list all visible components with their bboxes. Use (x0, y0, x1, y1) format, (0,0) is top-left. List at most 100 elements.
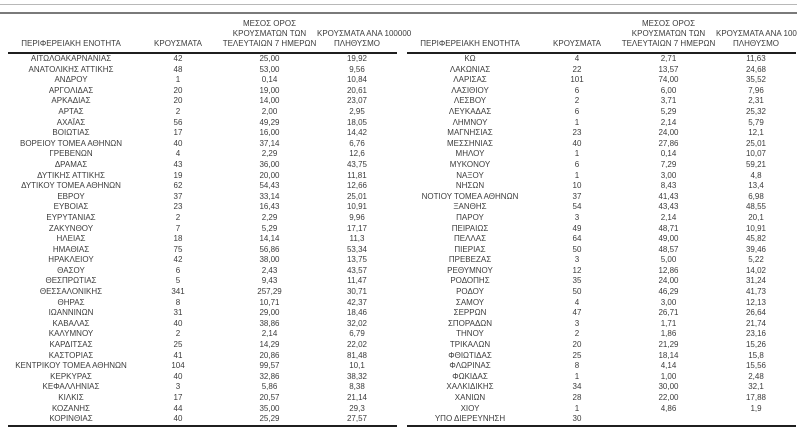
cases-cell: 23 (173, 202, 183, 212)
avg7-cell: 1,00 (660, 371, 677, 381)
avg7-cell: 49,29 (259, 117, 280, 127)
table-row: ΛΕΣΒΟΥ 2 3,71 2,31 (407, 96, 796, 107)
table-row: ΘΑΣΟΥ 6 2,43 43,57 (8, 266, 397, 277)
table-row: ΠΕΙΡΑΙΩΣ 49 48,71 10,91 (407, 224, 796, 235)
table-row: ΝΑΞΟΥ 1 3,00 4,8 (407, 171, 796, 182)
avg7-cell: 5,86 (261, 382, 278, 392)
avg7-cell: 3,71 (660, 96, 677, 106)
avg7-cell: 43,43 (658, 202, 679, 212)
avg7-cell: 2,43 (261, 265, 278, 275)
cases-cell: 35 (572, 276, 582, 286)
cases-cell: 50 (572, 287, 582, 297)
cases-cell: 20 (572, 340, 582, 350)
region-cell: ΠΙΕΡΙΑΣ (454, 244, 486, 254)
per100k-cell: 6,79 (349, 329, 365, 339)
per100k-cell: 13,75 (346, 255, 368, 265)
region-cell: ΛΗΜΝΟΥ (452, 117, 488, 127)
per100k-cell: 39,46 (745, 244, 767, 254)
cases-table-left: ΠΕΡΙΦΕΡΕΙΑΚΗ ΕΝΟΤΗΤΑ ΚΡΟΥΣΜΑΤΑ ΜΕΣΟΣ ΟΡΟΣ Κ… (8, 19, 411, 427)
per100k-cell: 5,79 (748, 117, 764, 127)
avg7-cell: 38,00 (259, 255, 280, 265)
region-cell: ΠΑΡΟΥ (456, 212, 484, 222)
region-cell: ΚΟΖΑΝΗΣ (51, 403, 91, 413)
table-row: ΓΡΕΒΕΝΩΝ 4 2,29 12,6 (8, 149, 397, 160)
cases-cell: 20 (173, 96, 183, 106)
column-header-line: ΜΕΣΟΣ ΟΡΟΣ (242, 19, 297, 28)
table-row: ΛΑΡΙΣΑΣ 101 74,00 35,52 (407, 75, 796, 86)
column-header-region: ΠΕΡΙΦΕΡΕΙΑΚΗ ΕΝΟΤΗΤΑ (8, 19, 134, 54)
avg7-cell (621, 414, 716, 427)
per100k-cell: 18,46 (346, 308, 368, 318)
region-cell: ΣΠΟΡΑΔΩΝ (447, 318, 493, 328)
cases-cell: 1 (574, 403, 580, 413)
avg7-cell: 9,43 (261, 276, 278, 286)
table-row: ΕΥΡΥΤΑΝΙΑΣ 2 2,29 9,96 (8, 213, 397, 224)
cases-cell: 34 (572, 382, 582, 392)
region-cell: ΚΑΣΤΟΡΙΑΣ (48, 350, 94, 360)
table-row: ΣΑΜΟΥ 4 3,00 12,13 (407, 298, 796, 309)
per100k-cell: 7,96 (748, 85, 764, 95)
cases-cell: 1 (574, 170, 580, 180)
table-row: ΝΟΤΙΟΥ ΤΟΜΕΑ ΑΘΗΝΩΝ 37 41,43 6,98 (407, 192, 796, 203)
table-row: ΦΛΩΡΙΝΑΣ 8 4,14 15,56 (407, 361, 796, 372)
per100k-cell: 12,6 (349, 149, 365, 159)
cases-cell: 41 (173, 350, 183, 360)
per100k-cell: 12,66 (346, 181, 368, 191)
cases-cell: 12 (572, 265, 582, 275)
cases-cell: 54 (572, 202, 582, 212)
per100k-cell: 18,05 (346, 117, 368, 127)
region-cell: ΑΝΔΡΟΥ (54, 75, 88, 85)
table-row: ΚΙΛΚΙΣ 17 20,57 21,14 (8, 393, 397, 404)
per100k-cell: 10,1 (349, 361, 365, 371)
column-header-line: ΤΕΛΕΥΤΑΙΩΝ 7 ΗΜΕΡΩΝ (222, 39, 317, 48)
table-row: ΠΙΕΡΙΑΣ 50 48,57 39,46 (407, 245, 796, 256)
avg7-cell: 2,14 (660, 117, 677, 127)
region-cell: ΙΩΑΝΝΙΝΩΝ (48, 308, 94, 318)
table-row: ΔΡΑΜΑΣ 43 36,00 43,75 (8, 160, 397, 171)
table-row: ΠΡΕΒΕΖΑΣ 3 5,00 5,22 (407, 255, 796, 266)
per100k-cell: 10,84 (346, 75, 368, 85)
cases-cell: 2 (574, 329, 580, 339)
cases-cell: 101 (570, 75, 584, 85)
top-rule-light (0, 4, 797, 5)
per100k-cell: 29,3 (349, 403, 365, 413)
region-cell: ΧΑΝΙΩΝ (454, 393, 486, 402)
per100k-cell: 43,57 (346, 265, 368, 275)
cases-cell: 1 (574, 117, 580, 127)
table-row: ΕΒΡΟΥ 37 33,14 25,01 (8, 192, 397, 203)
table-row: ΛΕΥΚΑΔΑΣ 6 5,29 25,32 (407, 107, 796, 118)
avg7-cell: 5,00 (660, 255, 677, 265)
table-row: ΤΗΝΟΥ 2 1,86 23,16 (407, 329, 796, 340)
region-cell: ΛΑΣΙΘΙΟΥ (451, 85, 489, 95)
region-cell: ΠΕΙΡΑΙΩΣ (451, 223, 489, 233)
per100k-cell: 81,48 (346, 350, 368, 360)
avg7-cell: 4,14 (660, 361, 677, 371)
cases-cell: 3 (574, 318, 580, 328)
per100k-cell: 17,88 (745, 393, 767, 402)
region-cell: ΚΕΦΑΛΛΗΝΙΑΣ (42, 382, 100, 392)
column-header-line: ΚΡΟΥΣΜΑΤΩΝ ΤΩΝ (631, 29, 706, 38)
avg7-cell: 19,00 (259, 85, 280, 95)
per100k-cell: 25,01 (745, 138, 767, 148)
region-cell: ΘΑΣΟΥ (57, 265, 85, 275)
region-cell: ΓΡΕΒΕΝΩΝ (49, 149, 93, 159)
avg7-cell: 99,57 (259, 361, 280, 371)
cases-cell: 28 (572, 393, 582, 402)
per100k-cell: 38,32 (346, 371, 368, 381)
avg7-cell: 18,14 (658, 350, 679, 360)
table-row: ΑΡΓΟΛΙΔΑΣ 20 19,00 20,61 (8, 86, 397, 97)
table-row: ΛΗΜΝΟΥ 1 2,14 5,79 (407, 118, 796, 129)
avg7-cell: 2,29 (261, 149, 278, 159)
table-row: ΚΟΡΙΝΘΙΑΣ 40 25,29 27,57 (8, 414, 397, 427)
cases-cell: 18 (173, 234, 183, 244)
column-header-region: ΠΕΡΙΦΕΡΕΙΑΚΗ ΕΝΟΤΗΤΑ (407, 19, 533, 54)
per100k-cell: 59,21 (745, 159, 767, 169)
table-row: ΞΑΝΘΗΣ 54 43,43 48,55 (407, 202, 796, 213)
per100k-cell: 14,02 (745, 265, 767, 275)
table-row: ΠΕΛΛΑΣ 64 49,00 45,82 (407, 234, 796, 245)
cases-cell: 47 (572, 308, 582, 318)
table-row: ΗΛΕΙΑΣ 18 14,14 11,3 (8, 234, 397, 245)
table-row: ΚΩ 4 2,71 11,63 (407, 53, 796, 65)
cases-cell: 6 (574, 85, 580, 95)
